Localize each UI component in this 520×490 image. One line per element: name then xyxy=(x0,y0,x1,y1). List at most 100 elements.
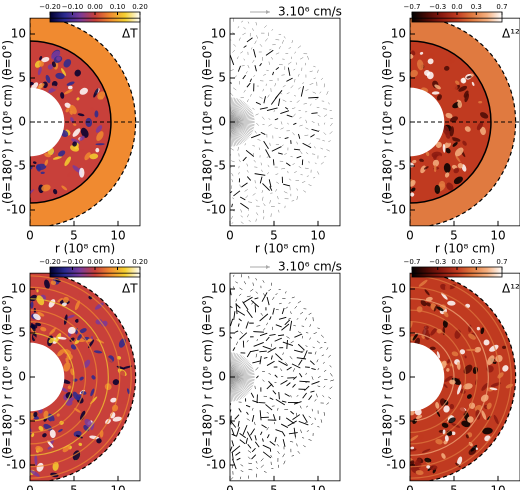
vector xyxy=(274,118,279,121)
vector xyxy=(309,70,313,73)
vector xyxy=(246,418,250,421)
plume xyxy=(478,100,483,104)
vector xyxy=(322,395,325,398)
plume xyxy=(468,123,478,129)
vector xyxy=(280,423,289,428)
vector xyxy=(300,86,305,97)
y-tick-label: 5 xyxy=(18,326,26,340)
vector-label: 3.10⁶ cm/s xyxy=(278,260,342,274)
plume xyxy=(457,101,462,108)
plume xyxy=(35,322,42,327)
plume xyxy=(103,435,109,439)
vector xyxy=(248,220,251,222)
vector xyxy=(256,338,258,342)
plume xyxy=(84,418,93,428)
vector xyxy=(262,444,271,449)
core-line xyxy=(230,376,248,395)
vector xyxy=(247,21,250,24)
plume xyxy=(447,300,456,306)
vector xyxy=(262,196,264,201)
vector xyxy=(277,98,281,106)
vector xyxy=(289,320,293,331)
vector xyxy=(233,311,236,320)
vector xyxy=(329,386,333,390)
vector xyxy=(305,345,308,347)
vector xyxy=(317,122,320,127)
plume xyxy=(30,301,34,309)
y-tick-label: 5 xyxy=(218,326,226,340)
vector xyxy=(254,297,259,300)
vector xyxy=(302,414,308,423)
plume xyxy=(104,356,113,363)
plume xyxy=(36,462,44,472)
plume xyxy=(449,126,455,137)
y-tick-label: -10 xyxy=(206,203,226,217)
vector xyxy=(256,122,259,126)
x-tick-label: 10 xyxy=(310,483,325,490)
vector xyxy=(262,438,264,442)
vector xyxy=(277,196,279,200)
plume xyxy=(78,292,83,298)
vector xyxy=(254,40,257,45)
core-line xyxy=(230,353,237,378)
vector xyxy=(259,332,268,337)
vector xyxy=(299,372,303,378)
plume xyxy=(79,328,87,334)
vector xyxy=(290,340,294,344)
plume xyxy=(56,413,60,417)
vector xyxy=(275,90,283,99)
vector xyxy=(231,203,233,208)
plume xyxy=(502,365,509,372)
vector xyxy=(297,450,301,454)
plume xyxy=(410,446,415,450)
y-tick-label: -10 xyxy=(386,203,406,217)
y-tick-label: -10 xyxy=(386,458,406,472)
arc xyxy=(30,309,98,445)
vector xyxy=(278,334,285,337)
plume xyxy=(450,365,454,373)
vector xyxy=(260,464,264,468)
vector xyxy=(269,186,273,191)
plume xyxy=(79,135,85,141)
plume xyxy=(463,383,473,390)
core-line xyxy=(230,352,234,378)
vector xyxy=(264,25,267,28)
plume xyxy=(39,56,43,61)
vector xyxy=(329,131,333,135)
vector xyxy=(256,325,261,327)
y-tick-label: 0 xyxy=(218,115,226,129)
arc xyxy=(30,320,86,434)
plume xyxy=(429,53,435,59)
x-tick-label: 0 xyxy=(226,483,234,490)
vector xyxy=(261,424,267,429)
vector xyxy=(286,366,292,371)
arc xyxy=(30,286,121,468)
plume xyxy=(57,298,63,303)
vector xyxy=(326,149,330,152)
plume xyxy=(445,148,451,154)
plume xyxy=(434,184,441,195)
vector xyxy=(307,55,309,60)
vector xyxy=(266,427,269,431)
y-tick-label: -5 xyxy=(14,159,26,173)
vector xyxy=(230,92,234,96)
vector xyxy=(292,368,296,372)
vector xyxy=(261,116,265,120)
vector xyxy=(246,176,252,181)
core-line xyxy=(230,362,251,378)
vector xyxy=(270,454,273,458)
vector xyxy=(280,127,284,130)
vector xyxy=(272,307,275,315)
core-line xyxy=(230,121,241,145)
core-line xyxy=(230,117,255,123)
core-line xyxy=(230,98,239,123)
plume xyxy=(446,358,451,364)
plume xyxy=(112,379,120,386)
vector xyxy=(294,51,296,54)
colorbar-label: 0.3 xyxy=(471,258,482,266)
arc xyxy=(410,275,512,479)
y-axis-label: (θ=180°) r (10⁸ cm) (θ=0°) xyxy=(201,40,215,204)
vector xyxy=(255,113,259,116)
vector xyxy=(230,477,234,480)
vector xyxy=(285,306,288,309)
